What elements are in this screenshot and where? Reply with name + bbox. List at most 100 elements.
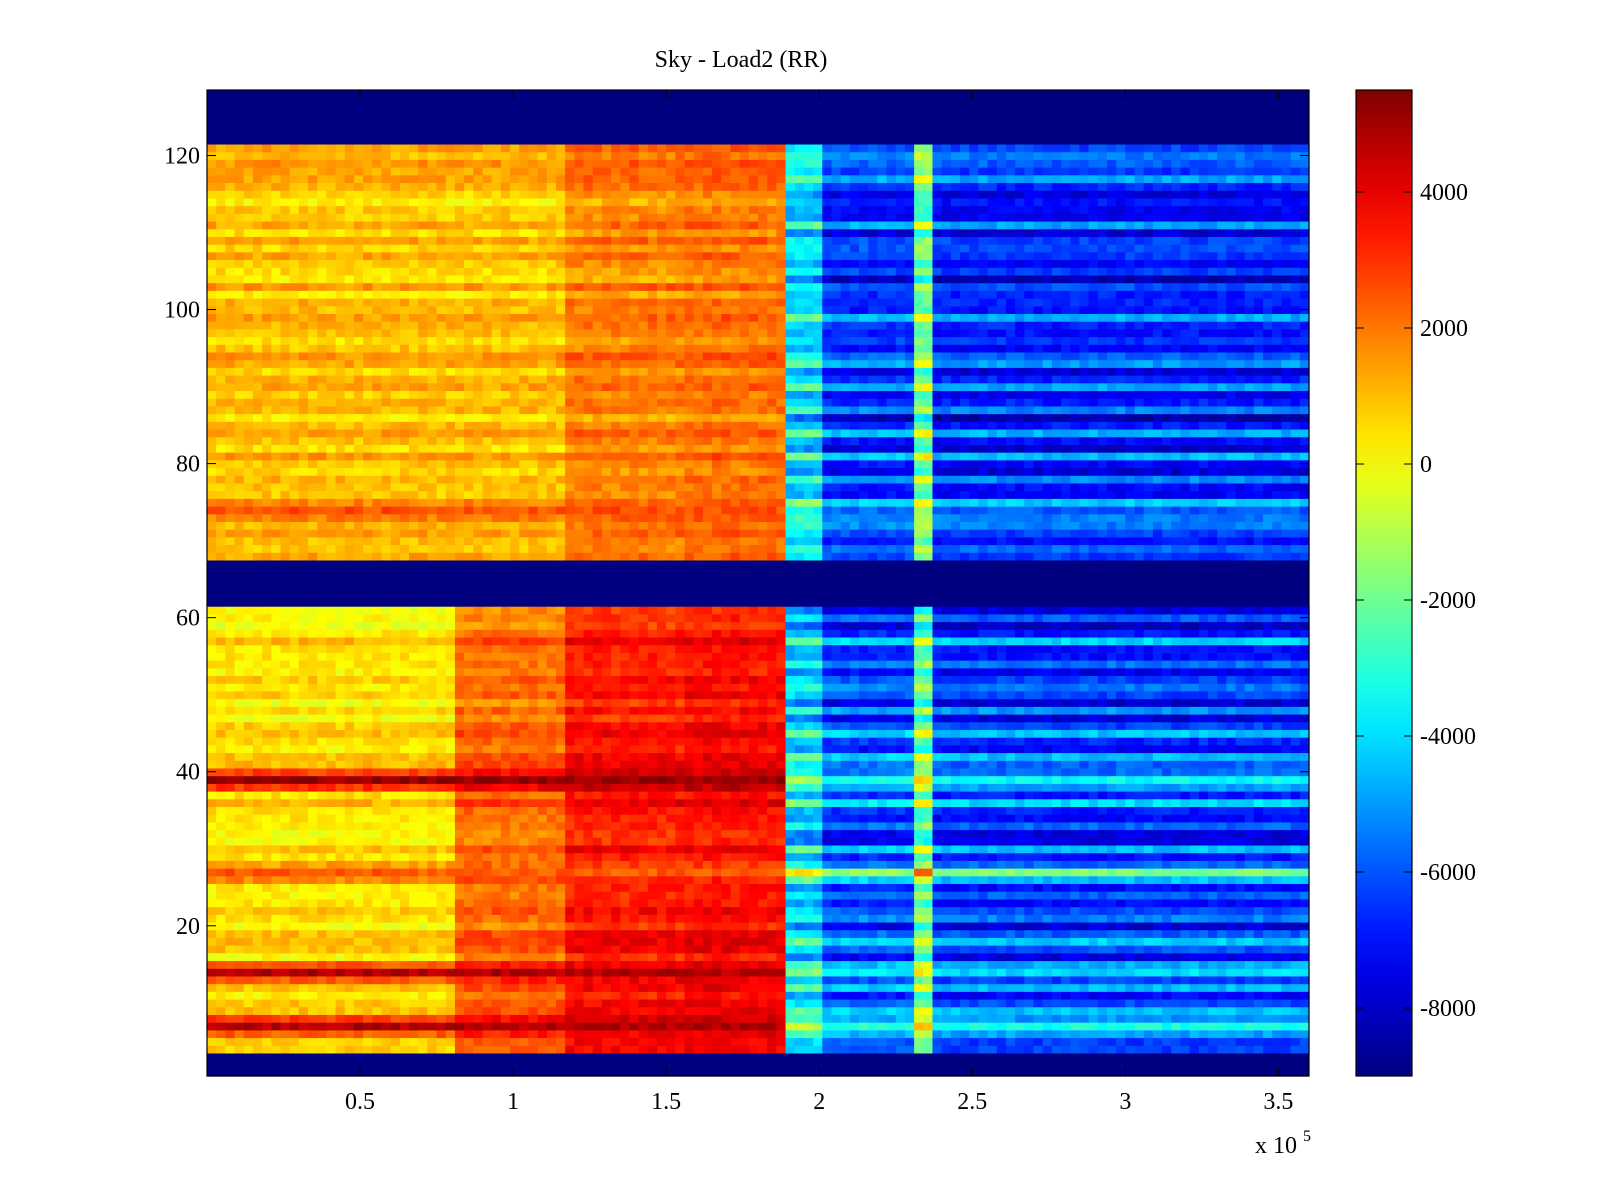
heatmap-cell bbox=[656, 998, 667, 1008]
heatmap-cell bbox=[748, 1029, 759, 1039]
heatmap-cell bbox=[914, 1037, 924, 1046]
heatmap-cell bbox=[1079, 752, 1090, 761]
heatmap-cell bbox=[592, 914, 603, 923]
heatmap-cell bbox=[234, 883, 245, 892]
heatmap-cell bbox=[289, 998, 300, 1008]
heatmap-cell bbox=[987, 921, 998, 931]
heatmap-cell bbox=[684, 760, 695, 769]
heatmap-cell bbox=[1263, 1037, 1273, 1046]
heatmap-cell bbox=[840, 1045, 851, 1054]
heatmap-cell bbox=[1290, 775, 1301, 784]
heatmap-cell bbox=[638, 829, 649, 838]
heatmap-cell bbox=[950, 883, 961, 892]
heatmap-cell bbox=[344, 1022, 355, 1031]
heatmap-cell bbox=[803, 744, 814, 754]
heatmap-cell bbox=[767, 921, 777, 931]
heatmap-cell bbox=[271, 929, 282, 938]
heatmap-cell bbox=[932, 914, 943, 923]
heatmap-cell bbox=[1116, 891, 1126, 900]
heatmap-cell bbox=[886, 798, 897, 807]
heatmap-cell bbox=[592, 790, 603, 800]
heatmap-cell bbox=[216, 729, 226, 738]
heatmap-cell bbox=[960, 875, 970, 885]
heatmap-cell bbox=[877, 898, 888, 908]
heatmap-cell bbox=[831, 906, 842, 915]
heatmap-cell bbox=[1244, 929, 1255, 938]
heatmap-cell bbox=[381, 767, 392, 777]
heatmap-cell bbox=[978, 821, 989, 831]
heatmap-cell bbox=[528, 729, 539, 738]
heatmap-cell bbox=[1290, 960, 1301, 969]
heatmap-cell bbox=[868, 752, 878, 761]
heatmap-cell bbox=[721, 1037, 732, 1046]
heatmap-cell bbox=[1042, 983, 1053, 992]
heatmap-cell bbox=[1143, 837, 1154, 846]
heatmap-cell bbox=[207, 783, 217, 792]
heatmap-cell bbox=[1097, 829, 1108, 838]
heatmap-cell bbox=[767, 767, 777, 777]
heatmap-cell bbox=[537, 760, 548, 769]
heatmap-cell bbox=[785, 1029, 796, 1039]
heatmap-cell bbox=[923, 821, 934, 831]
heatmap-cell bbox=[372, 821, 383, 831]
heatmap-cell bbox=[1263, 806, 1273, 815]
heatmap-cell bbox=[262, 883, 272, 892]
heatmap-cell bbox=[987, 837, 998, 846]
heatmap-cell bbox=[1198, 914, 1209, 923]
heatmap-cell bbox=[344, 1037, 355, 1046]
heatmap-cell bbox=[611, 929, 621, 938]
heatmap-cell bbox=[629, 806, 640, 815]
heatmap-cell bbox=[308, 767, 318, 777]
heatmap-cell bbox=[252, 968, 263, 977]
heatmap-cell bbox=[877, 760, 888, 769]
heatmap-cell bbox=[601, 1006, 612, 1015]
heatmap-cell bbox=[353, 1022, 364, 1031]
heatmap-cell bbox=[390, 898, 401, 908]
heatmap-cell bbox=[647, 1029, 658, 1039]
heatmap-cell bbox=[638, 921, 649, 931]
heatmap-cell bbox=[1143, 737, 1154, 746]
heatmap-cell bbox=[987, 875, 998, 885]
heatmap-cell bbox=[363, 975, 373, 985]
heatmap-cell bbox=[308, 998, 318, 1008]
heatmap-cell bbox=[712, 960, 722, 969]
heatmap-cell bbox=[794, 1037, 805, 1046]
heatmap-cell bbox=[1061, 860, 1071, 869]
heatmap-cell bbox=[730, 975, 741, 985]
heatmap-cell bbox=[1198, 852, 1209, 861]
heatmap-cell bbox=[482, 975, 493, 985]
heatmap-cell bbox=[849, 860, 860, 869]
heatmap-cell bbox=[289, 821, 300, 831]
heatmap-cell bbox=[519, 914, 530, 923]
heatmap-cell bbox=[721, 767, 732, 777]
heatmap-cell bbox=[758, 729, 768, 738]
heatmap-cell bbox=[996, 875, 1007, 885]
heatmap-cell bbox=[1290, 744, 1301, 754]
heatmap-cell bbox=[730, 844, 741, 854]
heatmap-cell bbox=[565, 798, 575, 807]
heatmap-cell bbox=[868, 914, 878, 923]
heatmap-cell bbox=[1033, 760, 1044, 769]
heatmap-cell bbox=[555, 860, 566, 869]
heatmap-cell bbox=[252, 975, 263, 985]
heatmap-cell bbox=[418, 744, 428, 754]
heatmap-cell bbox=[1226, 821, 1237, 831]
heatmap-cell bbox=[1189, 952, 1200, 962]
heatmap-cell bbox=[849, 1037, 860, 1046]
heatmap-cell bbox=[831, 837, 842, 846]
heatmap-cell bbox=[519, 821, 530, 831]
heatmap-cell bbox=[712, 929, 722, 938]
heatmap-cell bbox=[271, 729, 282, 738]
heatmap-cell bbox=[969, 760, 979, 769]
heatmap-cell bbox=[1263, 883, 1273, 892]
heatmap-cell bbox=[454, 806, 465, 815]
heatmap-cell bbox=[1024, 914, 1035, 923]
heatmap-cell bbox=[234, 906, 245, 915]
heatmap-cell bbox=[950, 821, 961, 831]
heatmap-cell bbox=[1097, 898, 1108, 908]
heatmap-cell bbox=[758, 929, 768, 938]
heatmap-cell bbox=[611, 1006, 621, 1015]
heatmap-cell bbox=[363, 968, 373, 977]
heatmap-cell bbox=[859, 945, 869, 954]
heatmap-cell bbox=[1162, 760, 1172, 769]
